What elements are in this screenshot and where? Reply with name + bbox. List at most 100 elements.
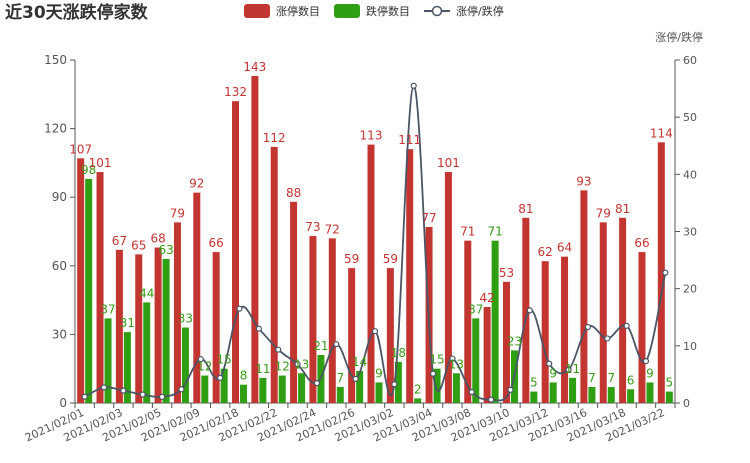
bar-limit-down[interactable] bbox=[162, 258, 170, 403]
bar-limit-down[interactable] bbox=[201, 375, 209, 403]
ratio-point[interactable] bbox=[352, 375, 359, 383]
ratio-point[interactable] bbox=[642, 357, 650, 365]
bar-limit-up[interactable] bbox=[115, 249, 123, 403]
ratio-point[interactable] bbox=[313, 380, 321, 387]
bar-limit-down[interactable] bbox=[414, 398, 422, 403]
bar-limit-up[interactable] bbox=[464, 240, 472, 403]
ratio-point[interactable] bbox=[294, 361, 301, 368]
legend-item-line[interactable]: 涨停/跌停 bbox=[424, 4, 504, 18]
bar-limit-up[interactable] bbox=[173, 222, 181, 403]
bar-limit-down[interactable] bbox=[85, 178, 93, 403]
bar-limit-down[interactable] bbox=[569, 377, 577, 403]
bar-limit-up[interactable] bbox=[193, 192, 201, 403]
bar-limit-up[interactable] bbox=[270, 146, 278, 404]
bar-limit-up[interactable] bbox=[619, 217, 627, 403]
ratio-point[interactable] bbox=[120, 387, 127, 394]
bar-limit-down[interactable] bbox=[375, 382, 383, 403]
bar-limit-down[interactable] bbox=[240, 384, 248, 403]
bar-limit-up[interactable] bbox=[212, 252, 220, 403]
ratio-point[interactable] bbox=[429, 370, 437, 377]
bar-limit-up[interactable] bbox=[444, 172, 452, 403]
bar-limit-up[interactable] bbox=[135, 254, 143, 403]
bar-limit-down[interactable] bbox=[627, 389, 635, 403]
ratio-point[interactable] bbox=[217, 374, 224, 381]
bar-limit-down[interactable] bbox=[530, 391, 538, 403]
bar-limit-down[interactable] bbox=[665, 391, 673, 403]
y-tick-label: 0 bbox=[59, 396, 67, 410]
ratio-point[interactable] bbox=[158, 393, 166, 400]
bar-limit-up[interactable] bbox=[367, 144, 375, 403]
ratio-point[interactable] bbox=[604, 335, 611, 342]
bar-limit-down[interactable] bbox=[259, 377, 267, 403]
bar-limit-up[interactable] bbox=[96, 172, 104, 403]
bar-limit-down[interactable] bbox=[394, 361, 402, 403]
bar-limit-down[interactable] bbox=[104, 318, 112, 403]
ratio-point[interactable] bbox=[333, 341, 340, 348]
bar-limit-down[interactable] bbox=[646, 382, 654, 403]
bar-limit-down[interactable] bbox=[549, 382, 557, 403]
bar-limit-up[interactable] bbox=[309, 236, 317, 403]
ratio-point[interactable] bbox=[410, 82, 417, 89]
ratio-point[interactable] bbox=[526, 307, 533, 314]
bar-limit-down[interactable] bbox=[452, 373, 460, 403]
ratio-point[interactable] bbox=[546, 360, 553, 367]
bar-limit-down[interactable] bbox=[220, 368, 228, 403]
legend-swatch-red bbox=[244, 4, 270, 18]
ratio-point[interactable] bbox=[371, 328, 379, 335]
bar-limit-up[interactable] bbox=[502, 281, 510, 403]
bar-limit-up[interactable] bbox=[522, 217, 530, 403]
ratio-point[interactable] bbox=[468, 388, 475, 396]
bar-limit-up[interactable] bbox=[386, 268, 394, 403]
bar-limit-up[interactable] bbox=[348, 268, 356, 403]
ratio-point[interactable] bbox=[507, 386, 514, 393]
y2-tick-label: 10 bbox=[683, 340, 697, 353]
bar-limit-down[interactable] bbox=[607, 386, 615, 403]
bar-limit-up[interactable] bbox=[657, 142, 665, 403]
ratio-point[interactable] bbox=[623, 322, 630, 329]
ratio-point[interactable] bbox=[178, 386, 185, 393]
bar-limit-up[interactable] bbox=[77, 158, 85, 403]
bar-limit-down[interactable] bbox=[588, 386, 596, 403]
bar-limit-up[interactable] bbox=[561, 256, 569, 403]
ratio-point[interactable] bbox=[565, 366, 572, 373]
legend-item-red[interactable]: 涨停数目 bbox=[244, 4, 320, 18]
ratio-point[interactable] bbox=[449, 355, 456, 362]
ratio-point[interactable] bbox=[81, 393, 88, 400]
bar-limit-up[interactable] bbox=[232, 101, 240, 403]
bar-limit-up[interactable] bbox=[154, 247, 162, 403]
bar-limit-up[interactable] bbox=[580, 190, 588, 403]
bar-limit-down[interactable] bbox=[356, 370, 364, 403]
ratio-point[interactable] bbox=[662, 269, 669, 276]
bar-label-limit-up: 143 bbox=[243, 60, 266, 74]
ratio-point[interactable] bbox=[197, 356, 204, 363]
bar-limit-up[interactable] bbox=[599, 222, 607, 403]
bar-limit-down[interactable] bbox=[123, 332, 131, 403]
legend-item-green[interactable]: 跌停数目 bbox=[334, 4, 410, 18]
bar-limit-up[interactable] bbox=[638, 252, 646, 403]
bar-limit-down[interactable] bbox=[491, 240, 499, 403]
bar-limit-up[interactable] bbox=[541, 261, 549, 403]
ratio-point[interactable] bbox=[584, 323, 592, 331]
bar-limit-up[interactable] bbox=[328, 238, 336, 403]
ratio-point[interactable] bbox=[236, 305, 243, 312]
bar-limit-up[interactable] bbox=[251, 76, 259, 404]
bar-limit-down[interactable] bbox=[336, 386, 344, 403]
bar-limit-up[interactable] bbox=[290, 201, 298, 403]
ratio-point[interactable] bbox=[488, 396, 495, 403]
ratio-point[interactable] bbox=[100, 384, 108, 391]
bar-label-limit-down: 14 bbox=[352, 355, 367, 369]
bar-label-limit-up: 112 bbox=[263, 131, 286, 145]
bar-limit-up[interactable] bbox=[483, 306, 491, 403]
ratio-point[interactable] bbox=[255, 325, 262, 332]
ratio-point[interactable] bbox=[139, 391, 146, 398]
bar-limit-up[interactable] bbox=[406, 149, 414, 403]
bar-limit-down[interactable] bbox=[181, 327, 189, 403]
legend[interactable]: 涨停数目 跌停数目 涨停/跌停 bbox=[244, 4, 504, 18]
ratio-point[interactable] bbox=[391, 381, 398, 388]
ratio-point[interactable] bbox=[275, 346, 282, 353]
bar-limit-down[interactable] bbox=[433, 368, 441, 403]
bar-limit-down[interactable] bbox=[298, 373, 306, 403]
bar-limit-down[interactable] bbox=[472, 318, 480, 403]
bar-limit-down[interactable] bbox=[278, 375, 286, 403]
bar-limit-down[interactable] bbox=[143, 302, 151, 403]
